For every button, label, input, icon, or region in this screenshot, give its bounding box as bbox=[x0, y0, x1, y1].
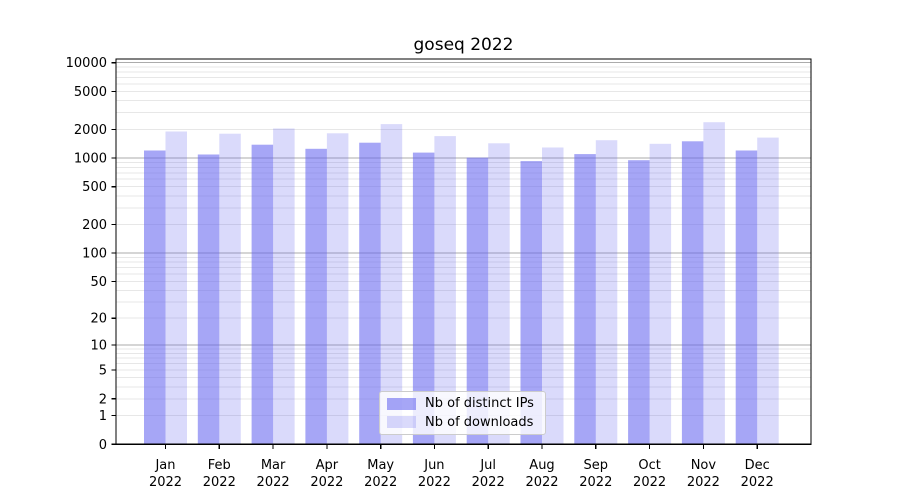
legend-label-downloads: Nb of downloads bbox=[425, 414, 534, 430]
legend: Nb of distinct IPs Nb of downloads bbox=[379, 391, 546, 435]
bar-nb-of-distinct-ips-aug bbox=[520, 161, 542, 445]
legend-item-distinct-ips: Nb of distinct IPs bbox=[387, 395, 538, 412]
bar-nb-of-distinct-ips-jun bbox=[412, 152, 435, 445]
x-tick-label-may: May 2022 bbox=[364, 458, 397, 490]
y-tick-label-0: 0 bbox=[99, 438, 107, 453]
y-tick-label-200: 200 bbox=[82, 218, 107, 233]
bar-nb-of-distinct-ips-feb bbox=[197, 154, 220, 445]
bar-nb-of-downloads-mar bbox=[273, 128, 295, 445]
bar-nb-of-downloads-oct bbox=[649, 143, 672, 445]
bar-nb-of-downloads-may bbox=[380, 124, 403, 445]
x-tick-label-nov: Nov 2022 bbox=[687, 458, 720, 490]
bar-nb-of-downloads-sep bbox=[595, 140, 618, 445]
legend-item-downloads: Nb of downloads bbox=[387, 414, 538, 431]
x-tick-label-mar: Mar 2022 bbox=[257, 458, 290, 490]
bar-nb-of-downloads-jul bbox=[488, 143, 510, 445]
x-tick-label-aug: Aug 2022 bbox=[525, 458, 558, 490]
y-tick-label-2: 2 bbox=[99, 392, 107, 407]
bar-nb-of-distinct-ips-may bbox=[359, 142, 381, 445]
bar-nb-of-downloads-jun bbox=[434, 136, 456, 445]
chart-title: goseq 2022 bbox=[413, 35, 514, 55]
bar-nb-of-downloads-nov bbox=[703, 122, 725, 445]
y-tick-label-10000: 10000 bbox=[66, 56, 107, 71]
legend-swatch-downloads bbox=[387, 416, 416, 429]
x-tick-label-oct: Oct 2022 bbox=[633, 458, 666, 490]
x-tick-label-jul: Jul 2022 bbox=[472, 458, 505, 490]
x-tick-label-feb: Feb 2022 bbox=[203, 458, 236, 490]
bar-nb-of-distinct-ips-dec bbox=[735, 150, 758, 445]
plot-border bbox=[115, 58, 812, 445]
y-tick-label-5000: 5000 bbox=[74, 85, 107, 100]
x-tick-label-sep: Sep 2022 bbox=[579, 458, 612, 490]
bar-nb-of-distinct-ips-oct bbox=[628, 160, 650, 445]
bar-nb-of-downloads-jan bbox=[165, 131, 187, 445]
y-tick-label-20: 20 bbox=[90, 312, 107, 327]
x-tick-label-dec: Dec 2022 bbox=[741, 458, 774, 490]
bar-nb-of-downloads-feb bbox=[219, 133, 241, 445]
x-tick-label-jun: Jun 2022 bbox=[418, 458, 451, 490]
bar-nb-of-downloads-dec bbox=[757, 137, 779, 445]
y-tick-label-50: 50 bbox=[90, 275, 107, 290]
bar-nb-of-distinct-ips-jan bbox=[144, 150, 166, 445]
bar-nb-of-distinct-ips-jul bbox=[466, 157, 489, 445]
bar-nb-of-downloads-aug bbox=[542, 147, 564, 445]
bar-nb-of-distinct-ips-nov bbox=[681, 141, 704, 445]
y-tick-label-500: 500 bbox=[82, 180, 107, 195]
x-tick-label-jan: Jan 2022 bbox=[149, 458, 182, 490]
y-tick-label-10: 10 bbox=[90, 339, 107, 354]
legend-label-distinct-ips: Nb of distinct IPs bbox=[425, 396, 534, 412]
legend-swatch-distinct-ips bbox=[387, 397, 416, 410]
y-tick-label-1000: 1000 bbox=[74, 152, 107, 167]
x-tick-label-apr: Apr 2022 bbox=[310, 458, 343, 490]
bar-nb-of-distinct-ips-mar bbox=[251, 144, 274, 445]
bar-nb-of-distinct-ips-sep bbox=[574, 154, 596, 445]
y-tick-label-100: 100 bbox=[82, 247, 107, 262]
bar-nb-of-distinct-ips-apr bbox=[305, 148, 327, 445]
y-tick-label-1: 1 bbox=[99, 409, 107, 424]
bar-nb-of-downloads-apr bbox=[326, 133, 349, 445]
y-tick-label-2000: 2000 bbox=[74, 123, 107, 138]
y-tick-label-5: 5 bbox=[99, 364, 107, 379]
